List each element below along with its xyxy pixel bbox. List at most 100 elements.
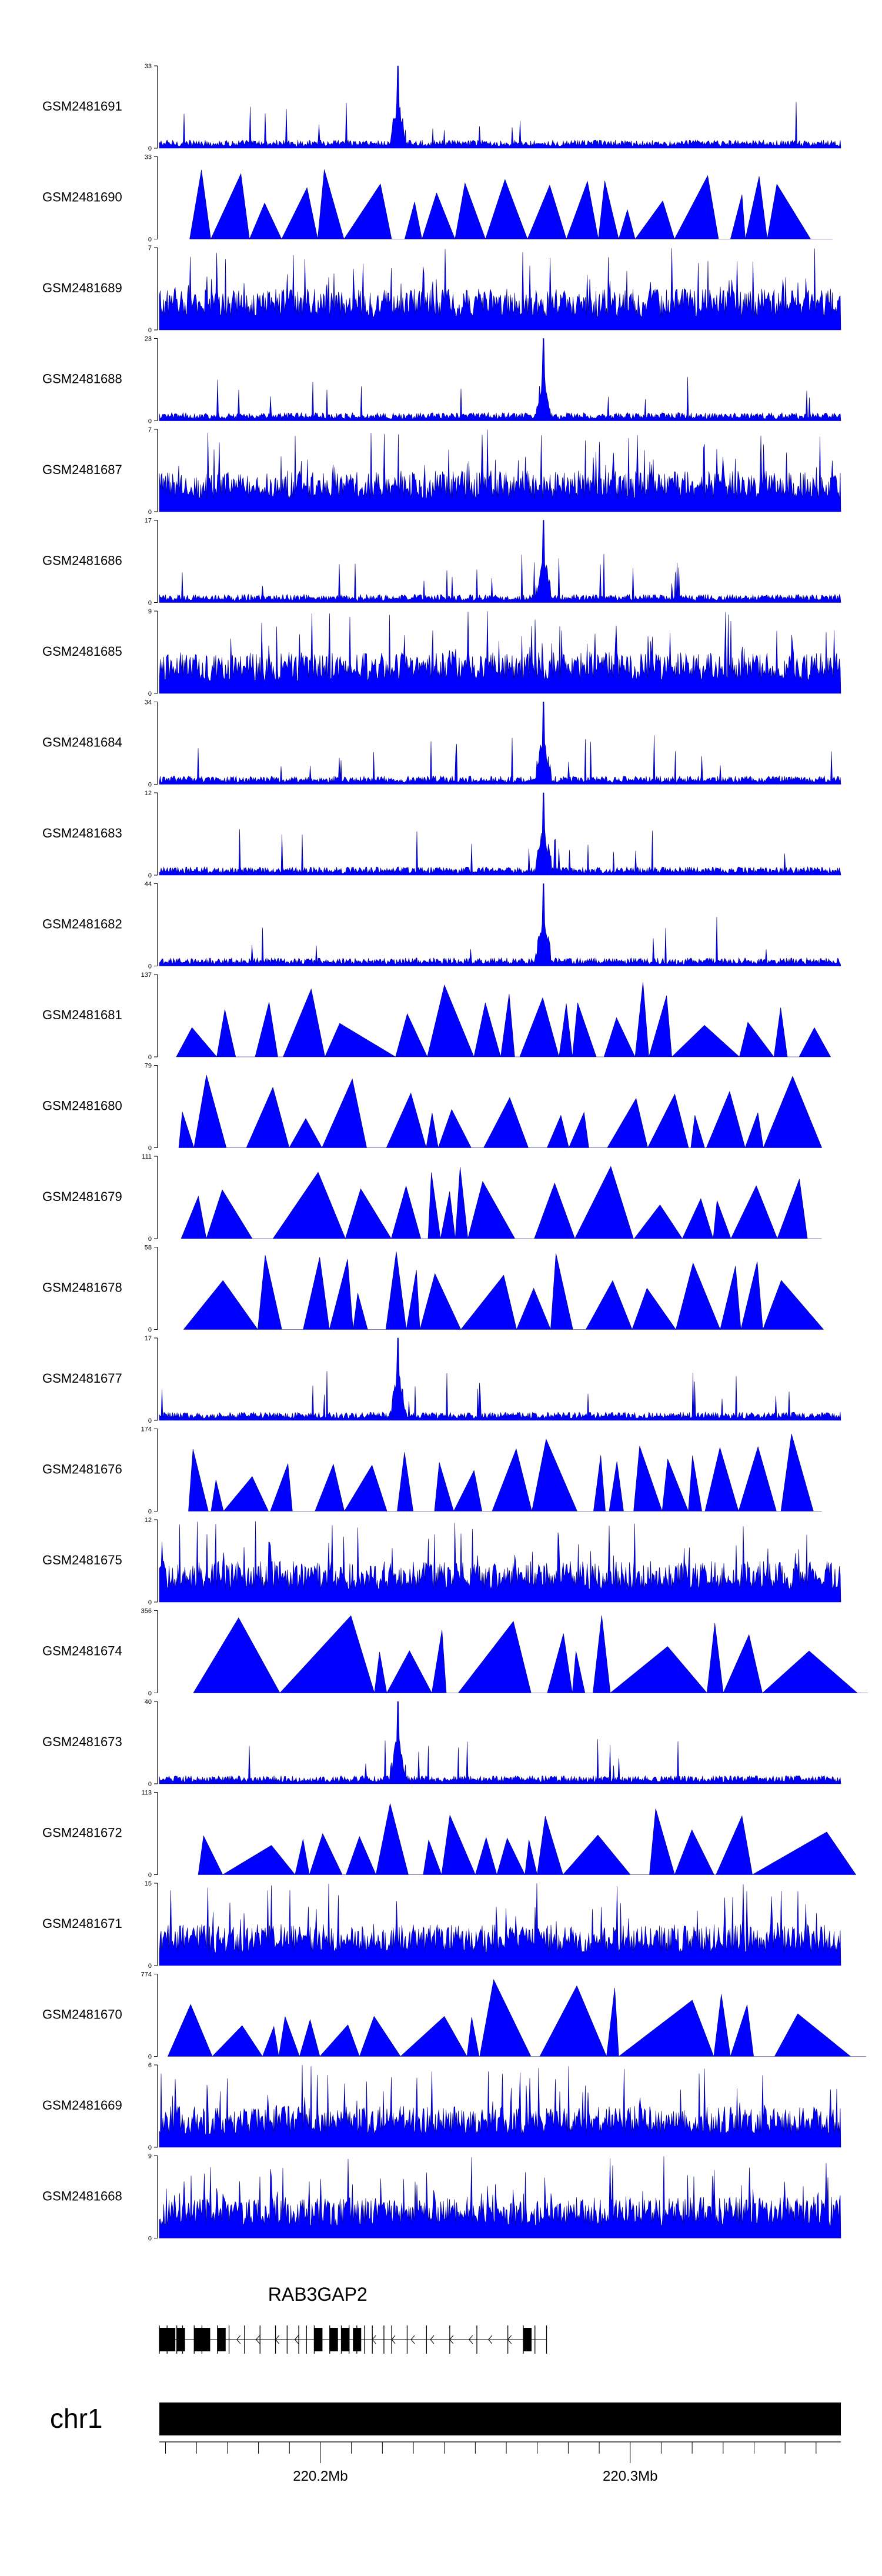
strand-arrow [449,2335,454,2344]
strand-arrow [236,2335,241,2344]
y-max-label: 33 [145,63,152,70]
coverage-area [159,792,841,876]
gene-name-label: RAB3GAP2 [268,2284,368,2305]
gene-annotation-track: RAB3GAP2 [159,2284,547,2354]
coverage-area [159,248,841,331]
track-GSM2481690: GSM2481690 33 0 [42,154,833,243]
y-max-label: 33 [145,154,152,161]
track-GSM2481680: GSM2481680 79 0 [42,1063,823,1152]
track-label: GSM2481672 [42,1826,122,1840]
track-GSM2481673: GSM2481673 40 0 [42,1699,841,1788]
y-min-label: 0 [148,2144,152,2151]
y-min-label: 0 [148,2054,152,2061]
strand-arrow [198,2335,202,2344]
coding-exon [202,2328,211,2351]
genome-axis: 220.2Mb 220.3Mb [159,2441,841,2484]
y-max-label: 174 [141,1426,152,1433]
track-GSM2481674: GSM2481674 356 0 [42,1608,868,1697]
coverage-area [181,1166,822,1239]
track-GSM2481679: GSM2481679 111 0 [42,1153,822,1243]
coding-exon [217,2328,226,2351]
track-label: GSM2481681 [42,1007,122,1022]
axis-tick-label: 220.3Mb [603,2468,657,2484]
coverage-area [159,2156,841,2238]
track-GSM2481672: GSM2481672 113 0 [42,1790,857,1879]
track-GSM2481687: GSM2481687 7 0 [42,426,841,516]
y-min-label: 0 [148,418,152,425]
coverage-area [159,65,841,149]
strand-arrow [333,2335,338,2344]
strand-arrow [469,2335,473,2344]
coding-exon [176,2328,185,2351]
coverage-area [189,169,833,240]
chromosome-ideogram: chr1 [50,2403,841,2435]
y-min-label: 0 [148,1145,152,1152]
track-label: GSM2481678 [42,1280,122,1295]
track-GSM2481688: GSM2481688 23 0 [42,336,841,425]
y-max-label: 111 [142,1153,152,1160]
y-max-label: 12 [145,1517,152,1524]
coding-exon [523,2328,532,2351]
coding-exon [341,2328,350,2351]
y-max-label: 12 [145,790,152,797]
track-label: GSM2481686 [42,553,122,568]
track-GSM2481668: GSM2481668 9 0 [42,2153,841,2243]
track-label: GSM2481688 [42,372,122,386]
y-max-label: 113 [141,1790,152,1797]
y-min-label: 0 [148,1236,152,1243]
coverage-area [183,1252,824,1330]
y-min-label: 0 [148,1872,152,1879]
strand-arrow [275,2335,279,2344]
track-label: GSM2481679 [42,1189,122,1204]
y-max-label: 9 [148,2153,152,2160]
track-label: GSM2481690 [42,190,122,205]
track-label: GSM2481674 [42,1644,122,1659]
y-min-label: 0 [148,1327,152,1334]
strand-arrow [217,2335,222,2344]
coverage-area [159,611,841,694]
track-label: GSM2481673 [42,1734,122,1749]
y-max-label: 7 [148,245,152,252]
strand-arrow [178,2335,183,2344]
strand-arrow [255,2335,260,2344]
coverage-area [159,520,841,603]
track-label: GSM2481670 [42,2007,122,2022]
strand-arrow [430,2335,435,2344]
strand-arrow [352,2335,357,2344]
coverage-area [159,1701,841,1784]
y-max-label: 44 [145,881,152,888]
y-min-label: 0 [148,1690,152,1697]
coverage-area [193,1615,868,1694]
coverage-area [159,1883,841,1966]
coverage-area [159,429,841,512]
coverage-area [167,1978,866,2057]
track-label: GSM2481671 [42,1916,122,1931]
axis-tick-label: 220.2Mb [293,2468,348,2484]
y-max-label: 7 [148,426,152,433]
y-max-label: 9 [148,608,152,615]
coverage-area [159,1337,841,1421]
y-min-label: 0 [148,327,152,334]
chromosome-bar [159,2403,841,2435]
track-label: GSM2481687 [42,462,122,477]
coverage-tracks: GSM2481691330GSM2481690330GSM248168970GS… [42,63,868,2243]
track-label: GSM2481677 [42,1371,122,1386]
strand-arrow [488,2335,493,2344]
track-GSM2481671: GSM2481671 15 0 [42,1880,841,1970]
y-min-label: 0 [148,1781,152,1788]
y-min-label: 0 [148,872,152,879]
track-GSM2481675: GSM2481675 12 0 [42,1517,841,1606]
coverage-area [176,982,831,1058]
y-min-label: 0 [148,1417,152,1424]
track-GSM2481670: GSM2481670 774 0 [42,1971,866,2061]
coverage-area [178,1075,823,1149]
strand-arrow [507,2335,512,2344]
y-max-label: 40 [145,1699,152,1706]
y-min-label: 0 [148,600,152,607]
track-label: GSM2481668 [42,2189,122,2204]
track-label: GSM2481675 [42,1553,122,1567]
y-min-label: 0 [148,1963,152,1970]
coverage-area [198,1803,857,1876]
track-GSM2481686: GSM2481686 17 0 [42,518,841,607]
